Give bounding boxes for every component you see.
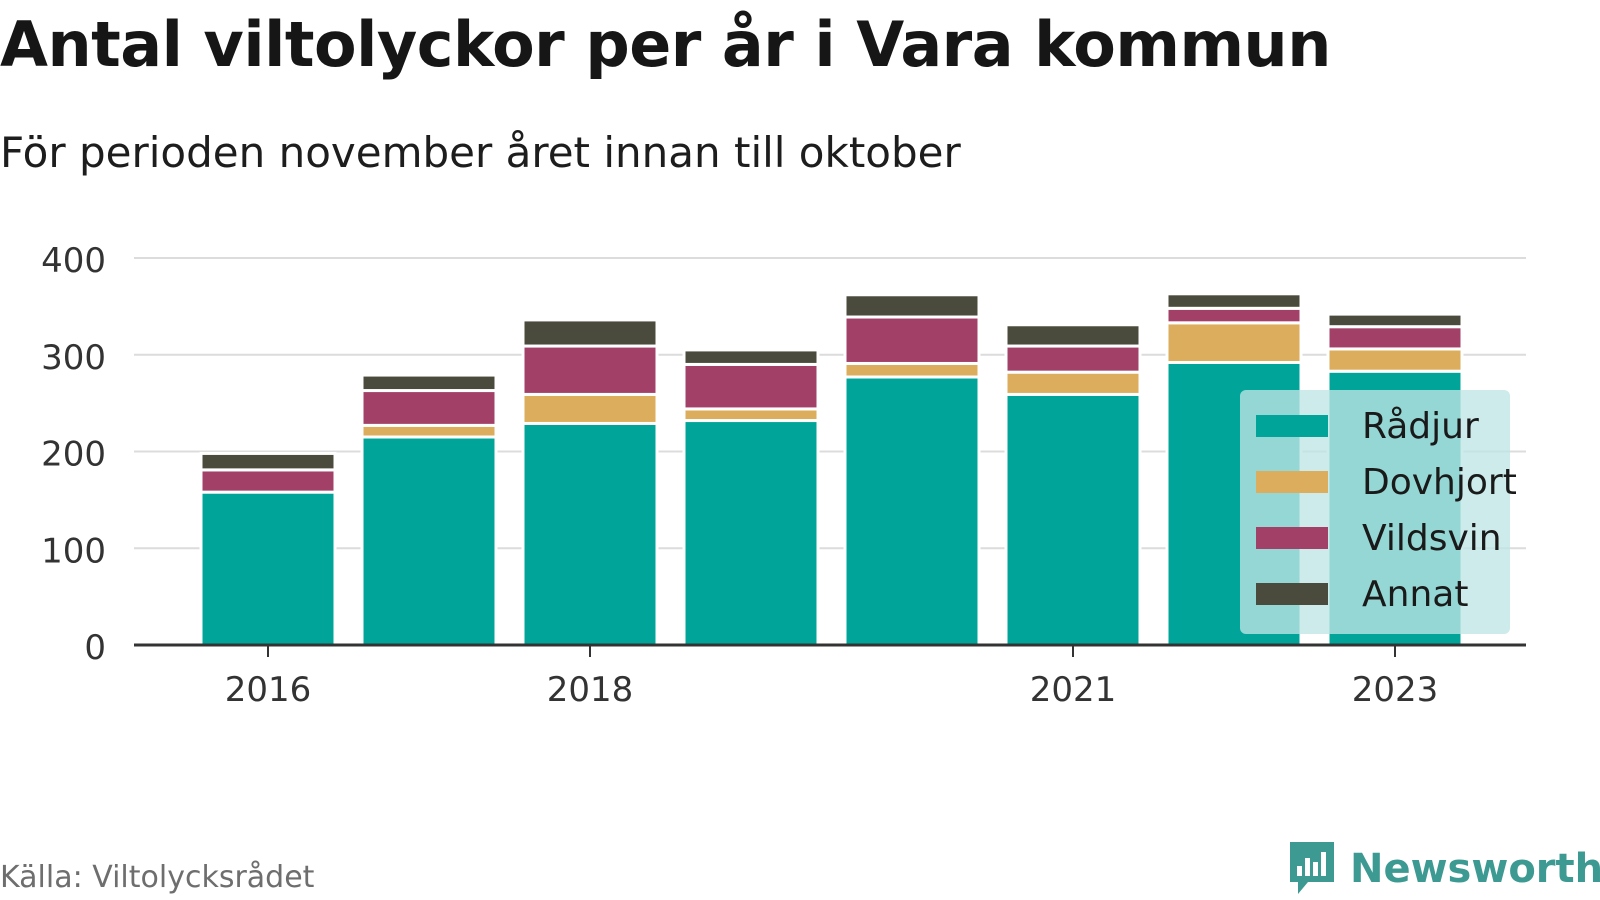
y-tick-label: 0: [84, 628, 106, 668]
y-tick-label: 100: [41, 531, 106, 571]
bar-segment: [843, 293, 981, 319]
legend-item-radjur: Rådjur: [1256, 405, 1479, 447]
bar-segment: [1165, 292, 1303, 310]
y-tick-label: 300: [41, 338, 106, 378]
legend-item-dovhjort: Dovhjort: [1256, 461, 1517, 503]
chart-subtitle: För perioden november året innan till ok…: [0, 128, 961, 177]
bar-segment: [1004, 344, 1142, 374]
bar-segment: [682, 362, 820, 411]
bar-segment: [843, 375, 981, 647]
bar-segment: [360, 435, 498, 647]
bar-segment: [843, 315, 981, 365]
bar-segment: [682, 348, 820, 366]
bar-segment: [521, 318, 659, 348]
x-tick-label: 2018: [547, 670, 634, 710]
bar-segment: [682, 419, 820, 647]
bar-segment: [1326, 312, 1464, 329]
source-note: Källa: Viltolycksrådet: [0, 860, 315, 895]
chart-legend: Rådjur Dovhjort Vildsvin Annat: [1240, 390, 1517, 634]
bar-segment: [521, 421, 659, 647]
legend-swatch-annat: [1256, 583, 1328, 605]
bar-segment: [521, 344, 659, 396]
bar-segment: [1004, 370, 1142, 396]
bar-segment: [682, 407, 820, 423]
x-tick-label: 2021: [1030, 670, 1117, 710]
bar-segment: [1326, 347, 1464, 373]
legend-label-vildsvin: Vildsvin: [1362, 517, 1502, 559]
legend-swatch-vildsvin: [1256, 527, 1328, 549]
legend-swatch-radjur: [1256, 415, 1328, 437]
bar-segment: [1165, 321, 1303, 364]
legend-label-radjur: Rådjur: [1362, 405, 1479, 447]
bar-segment: [199, 468, 337, 494]
brand-name: Newsworthy: [1350, 846, 1600, 892]
legend-swatch-dovhjort: [1256, 471, 1328, 493]
bar-segment: [1004, 392, 1142, 647]
bar-segment: [843, 361, 981, 379]
bar-segment: [199, 451, 337, 472]
bar-segment: [360, 423, 498, 439]
bar-segment: [1326, 325, 1464, 351]
bar-segment: [521, 392, 659, 425]
y-tick-label: 400: [41, 241, 106, 281]
newsworthy-chart-icon: [1290, 842, 1334, 894]
x-tick-label: 2016: [225, 670, 312, 710]
bar-segment: [1165, 306, 1303, 325]
y-tick-label: 200: [41, 435, 106, 475]
chart-title: Antal viltolyckor per år i Vara kommun: [0, 8, 1331, 81]
bar-segment: [360, 389, 498, 427]
legend-label-annat: Annat: [1362, 573, 1469, 615]
legend-label-dovhjort: Dovhjort: [1362, 461, 1517, 503]
x-tick-label: 2023: [1352, 670, 1439, 710]
bar-segment: [199, 490, 337, 647]
legend-item-annat: Annat: [1256, 573, 1469, 615]
newsworthy-logo: Newsworthy: [1286, 838, 1600, 900]
bar-segment: [360, 373, 498, 393]
bar-segment: [1004, 323, 1142, 348]
legend-item-vildsvin: Vildsvin: [1256, 517, 1502, 559]
